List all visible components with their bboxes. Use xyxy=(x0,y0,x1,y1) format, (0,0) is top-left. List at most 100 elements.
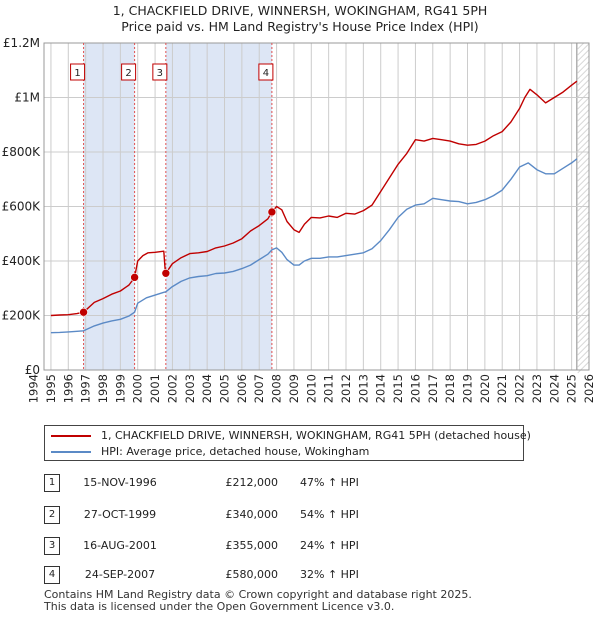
forecast-hatch-line xyxy=(577,223,590,236)
series-lines xyxy=(50,80,578,334)
transaction-badge-box xyxy=(121,63,137,81)
forecast-hatch-line xyxy=(577,199,590,212)
x-tick-label: 2016 xyxy=(408,374,422,403)
forecast-hatch-line xyxy=(577,193,590,206)
x-axis-ticks: 1994 1995 1996 1997 1998 1999 2000 2001 2002 2003… xyxy=(27,374,596,403)
x-tick-label: 1997 xyxy=(79,374,93,403)
y-tick-label: £200K xyxy=(2,309,42,323)
transaction-hpi-change: 47% ↑ HPI xyxy=(300,476,359,489)
forecast-hatch-line xyxy=(577,211,590,224)
transaction-point xyxy=(267,207,277,217)
x-tick-label: 2023 xyxy=(530,374,544,403)
x-tick-label: 2008 xyxy=(270,374,284,403)
footer-copyright: Contains HM Land Registry data © Crown c… xyxy=(44,588,472,601)
forecast-hatch-line xyxy=(577,67,590,80)
x-tick-label: 2006 xyxy=(235,374,249,403)
forecast-hatch-line xyxy=(577,79,590,92)
chart-title-line-2: Price paid vs. HM Land Registry's House … xyxy=(121,19,479,34)
x-tick-label: 2010 xyxy=(304,374,318,403)
x-tick-label: 2007 xyxy=(252,374,266,403)
forecast-hatch-line xyxy=(577,259,590,272)
transaction-number-badge: 4 xyxy=(44,566,60,584)
x-tick-label: 1996 xyxy=(61,374,75,403)
transaction-badge-label: 4 xyxy=(263,68,269,79)
forecast-hatch-line xyxy=(577,361,590,374)
y-tick-label: £400K xyxy=(2,254,42,268)
forecast-hatch-line xyxy=(577,241,590,254)
y-tick-label: £600K xyxy=(2,200,42,214)
price-chart: 1 2 3 4 £0 £200K £400K £600K £800K £1M £1.2M 1994… xyxy=(1,23,600,404)
transaction-badge-box xyxy=(258,63,274,81)
transaction-badge-box xyxy=(152,63,168,81)
forecast-hatch-line xyxy=(577,301,590,314)
legend-swatch-property xyxy=(51,435,91,437)
footer-licence: This data is licensed under the Open Gov… xyxy=(44,600,395,613)
hpi-line xyxy=(50,158,578,334)
legend-item-hpi: HPI: Average price, detached house, Woki… xyxy=(51,444,369,460)
x-tick-label: 1998 xyxy=(96,374,110,403)
forecast-hatch-line xyxy=(577,55,590,68)
forecast-hatch-line xyxy=(577,247,590,260)
forecast-hatch-line xyxy=(577,145,590,158)
forecast-hatch-line xyxy=(577,217,590,230)
forecast-hatch-line xyxy=(577,205,590,218)
x-tick-label: 2000 xyxy=(131,374,145,403)
forecast-hatch-line xyxy=(577,253,590,266)
forecast-hatch-line xyxy=(577,271,590,284)
x-tick-label: 2018 xyxy=(443,374,457,403)
forecast-hatch-line xyxy=(577,319,590,332)
x-tick-label: 2025 xyxy=(565,374,579,403)
transaction-badge-label: 2 xyxy=(125,68,131,79)
x-tick-label: 2003 xyxy=(183,374,197,403)
x-tick-label: 2021 xyxy=(495,374,509,403)
transaction-price: £212,000 xyxy=(225,476,279,489)
y-tick-label: £800K xyxy=(2,145,42,159)
forecast-hatch-line xyxy=(577,169,590,182)
x-tick-label: 1994 xyxy=(27,374,41,403)
forecast-hatch-line xyxy=(577,127,590,140)
forecast-hatch-line xyxy=(577,43,590,56)
transaction-hpi-change: 24% ↑ HPI xyxy=(300,539,359,552)
forecast-hatch-line xyxy=(577,175,590,188)
transaction-number-badge: 1 xyxy=(44,474,60,492)
forecast-hatch-line xyxy=(577,85,590,98)
transaction-date: 16-AUG-2001 xyxy=(83,539,157,552)
transaction-number-badge: 3 xyxy=(44,537,60,555)
y-tick-label: £1.2M xyxy=(3,36,40,50)
legend-swatch-hpi xyxy=(51,451,91,453)
x-tick-label: 2011 xyxy=(322,374,336,403)
x-tick-label: 2004 xyxy=(200,374,214,403)
forecast-hatch-line xyxy=(577,151,590,164)
legend-label-property: 1, CHACKFIELD DRIVE, WINNERSH, WOKINGHAM… xyxy=(101,429,531,442)
transaction-points xyxy=(79,207,277,317)
forecast-hatch-line xyxy=(577,283,590,296)
forecast-hatch-line xyxy=(577,289,590,302)
forecast-hatch-line xyxy=(577,115,590,128)
transaction-badge-box xyxy=(70,63,86,81)
y-axis-ticks: £0 £200K £400K £600K £800K £1M £1.2M xyxy=(2,36,42,377)
hatch-clip xyxy=(589,33,600,380)
chart-title-line-1: 1, CHACKFIELD DRIVE, WINNERSH, WOKINGHAM… xyxy=(112,3,488,18)
transaction-hpi-change: 54% ↑ HPI xyxy=(300,508,359,521)
x-tick-label: 2020 xyxy=(478,374,492,403)
transaction-price: £355,000 xyxy=(225,539,279,552)
y-tick-label: £1M xyxy=(14,91,40,105)
x-tick-label: 2013 xyxy=(356,374,370,403)
forecast-hatch-line xyxy=(577,73,590,86)
transaction-price: £340,000 xyxy=(225,508,279,521)
transaction-badge-label: 3 xyxy=(157,68,163,79)
y-tick-label: £0 xyxy=(25,363,40,377)
forecast-hatch-line xyxy=(577,325,590,338)
hatch-clip xyxy=(567,23,600,43)
transaction-point xyxy=(79,307,88,317)
x-tick-label: 1999 xyxy=(113,374,127,403)
transaction-badge-label: 1 xyxy=(74,68,80,79)
transaction-date: 24-SEP-2007 xyxy=(84,568,156,581)
forecast-hatch-line xyxy=(577,109,590,122)
x-tick-label: 2015 xyxy=(391,374,405,403)
transaction-date: 15-NOV-1996 xyxy=(83,476,157,489)
forecast-hatch-line xyxy=(577,331,590,344)
forecast-hatch-line xyxy=(577,139,590,152)
x-tick-label: 2014 xyxy=(374,374,388,403)
forecast-hatch-line xyxy=(577,157,590,170)
